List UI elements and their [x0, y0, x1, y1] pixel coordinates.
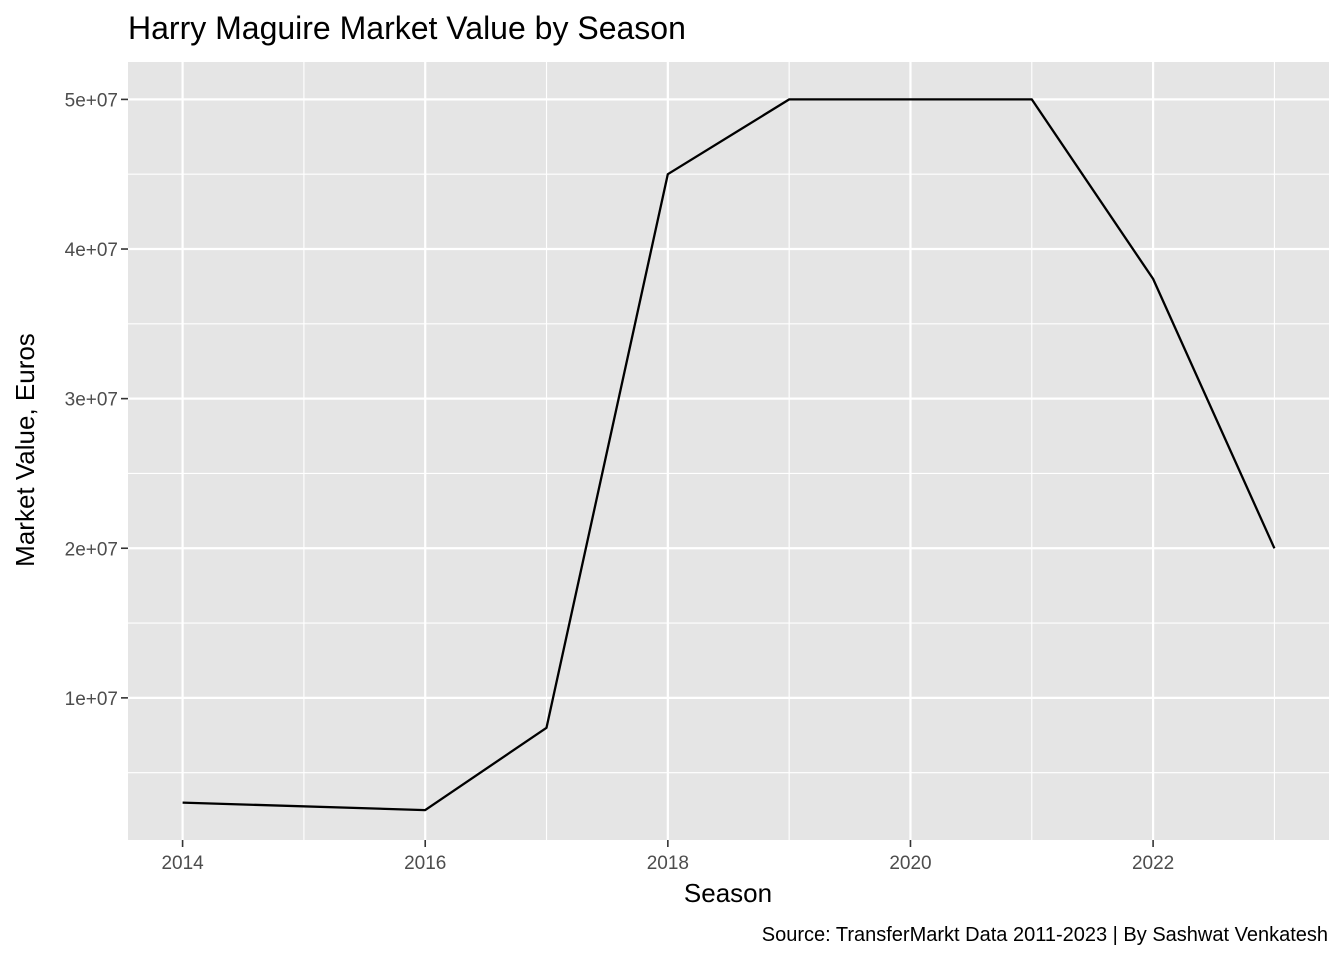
series-layer	[182, 98, 1276, 812]
x-axis-title: Season	[684, 878, 772, 908]
x-axis: 2014 2016 2018 2020 2022	[161, 840, 1174, 874]
x-tick-label: 2022	[1132, 853, 1174, 874]
x-tick-label: 2020	[889, 853, 931, 874]
x-tick-label: 2018	[647, 853, 689, 874]
y-tick-label: 2e+07	[65, 539, 118, 560]
y-tick-label: 5e+07	[65, 90, 118, 111]
y-tick-label: 1e+07	[65, 689, 118, 710]
y-tick-label: 4e+07	[65, 240, 118, 261]
plot-panel	[128, 62, 1329, 840]
y-tick-label: 3e+07	[65, 390, 118, 411]
minor-gridlines	[128, 62, 1329, 840]
chart-title: Harry Maguire Market Value by Season	[128, 10, 686, 46]
major-gridlines	[128, 62, 1329, 840]
x-tick-label: 2016	[404, 853, 446, 874]
series-line	[182, 98, 1276, 812]
x-tick-label: 2014	[161, 853, 204, 874]
chart-caption: Source: TransferMarkt Data 2011-2023 | B…	[762, 924, 1328, 946]
y-axis: 1e+07 2e+07 3e+07 4e+07 5e+07	[65, 90, 128, 710]
y-axis-title: Market Value, Euros	[10, 333, 40, 567]
